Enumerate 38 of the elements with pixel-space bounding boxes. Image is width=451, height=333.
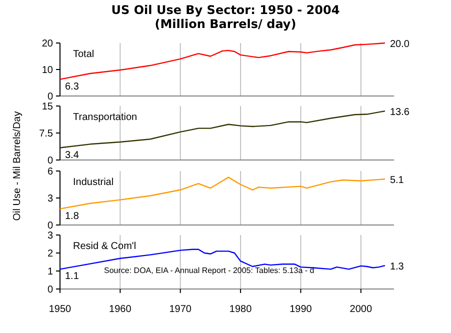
y-tick-label: 0 bbox=[47, 284, 54, 296]
y-tick-label: 0 bbox=[47, 92, 54, 102]
data-label: 1.8 bbox=[65, 210, 80, 222]
series-label: Transportation bbox=[73, 112, 138, 123]
series-label: Total bbox=[73, 49, 94, 60]
y-tick-label: 20 bbox=[42, 38, 54, 50]
y-tick-label: 2 bbox=[47, 248, 54, 260]
line-series bbox=[59, 110, 386, 148]
y-tick-label: 6 bbox=[47, 166, 54, 178]
x-tick-label: 1950 bbox=[48, 304, 72, 315]
x-tick-label: 1960 bbox=[109, 304, 132, 315]
data-label: 1.1 bbox=[65, 271, 80, 282]
chart-title: US Oil Use By Sector: 1950 - 2004 bbox=[111, 3, 340, 17]
data-label: 6.3 bbox=[65, 81, 80, 92]
y-tick-label: 15 bbox=[42, 102, 54, 112]
y-tick-label: 3 bbox=[47, 230, 54, 242]
y-tick-label: 3 bbox=[47, 194, 54, 204]
annotation: Source: DOA, EIA - Annual Report - 2005: Tables: 5.13a - d bbox=[104, 266, 314, 275]
x-tick-label: 1990 bbox=[290, 304, 312, 315]
data-label: 3.4 bbox=[65, 150, 80, 161]
x-tick-label: 1970 bbox=[169, 304, 192, 315]
chart-subtitle: (Million Barrels/ day) bbox=[154, 17, 296, 31]
y-tick-label: 0 bbox=[47, 156, 54, 166]
line-series bbox=[59, 42, 386, 80]
data-label: 1.3 bbox=[390, 262, 404, 273]
data-label: 5.1 bbox=[390, 175, 404, 186]
y-tick-label: 7.5 bbox=[39, 128, 54, 140]
x-tick-label: 2000 bbox=[350, 304, 372, 315]
x-tick-label: 1980 bbox=[229, 304, 252, 315]
y-axis-title: Oil Use - Mil Barrels/Day bbox=[12, 111, 23, 221]
y-tick-label: 0 bbox=[47, 220, 54, 232]
data-label: 20.0 bbox=[390, 39, 410, 50]
y-tick-label: 10 bbox=[42, 65, 54, 76]
line-series bbox=[59, 176, 386, 210]
data-label: 13.6 bbox=[390, 107, 410, 118]
y-tick-label: 1 bbox=[47, 266, 54, 278]
series-label: Resid & Com'l bbox=[73, 241, 136, 252]
series-label: Industrial bbox=[73, 177, 114, 188]
